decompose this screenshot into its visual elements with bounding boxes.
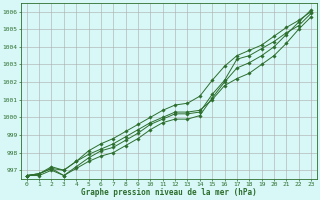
X-axis label: Graphe pression niveau de la mer (hPa): Graphe pression niveau de la mer (hPa) [81,188,257,197]
